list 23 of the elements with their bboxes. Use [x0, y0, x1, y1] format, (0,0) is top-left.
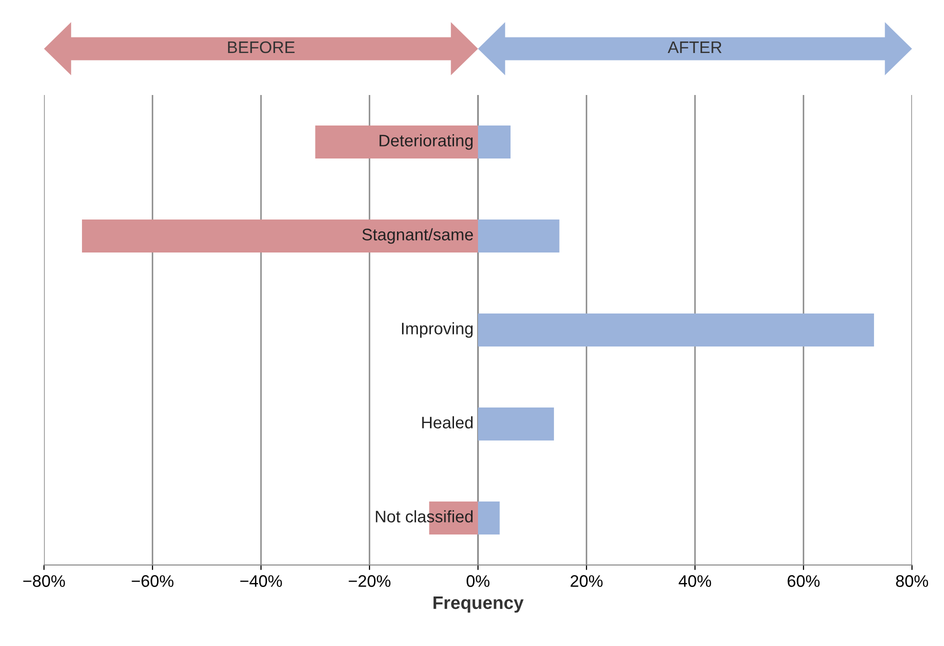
y-tick-label: Stagnant/same [362, 228, 473, 244]
x-tick-label: −80% [23, 575, 65, 587]
bar [478, 126, 511, 158]
x-tick-label: 0% [466, 575, 490, 587]
x-tick-label: −40% [240, 575, 282, 587]
x-tick-label: 60% [788, 575, 820, 587]
y-tick-label: Deteriorating [380, 134, 473, 150]
bar [478, 220, 560, 252]
bar [82, 220, 478, 252]
x-tick-label: 80% [896, 575, 928, 587]
x-tick-label: 40% [678, 575, 712, 587]
bar [478, 502, 500, 534]
x-tick-label: 20% [570, 575, 603, 587]
bar [315, 126, 478, 158]
y-tick-label: Improving [402, 322, 473, 338]
x-tick-label: −60% [132, 575, 174, 587]
x-tick-label: −20% [348, 575, 390, 587]
x-axis-title: Frequency [434, 596, 524, 613]
bar [478, 408, 554, 440]
y-tick-label: Healed [422, 416, 473, 428]
text: AFTER [668, 42, 722, 54]
bar [478, 314, 874, 346]
text: BEFORE [228, 41, 295, 54]
